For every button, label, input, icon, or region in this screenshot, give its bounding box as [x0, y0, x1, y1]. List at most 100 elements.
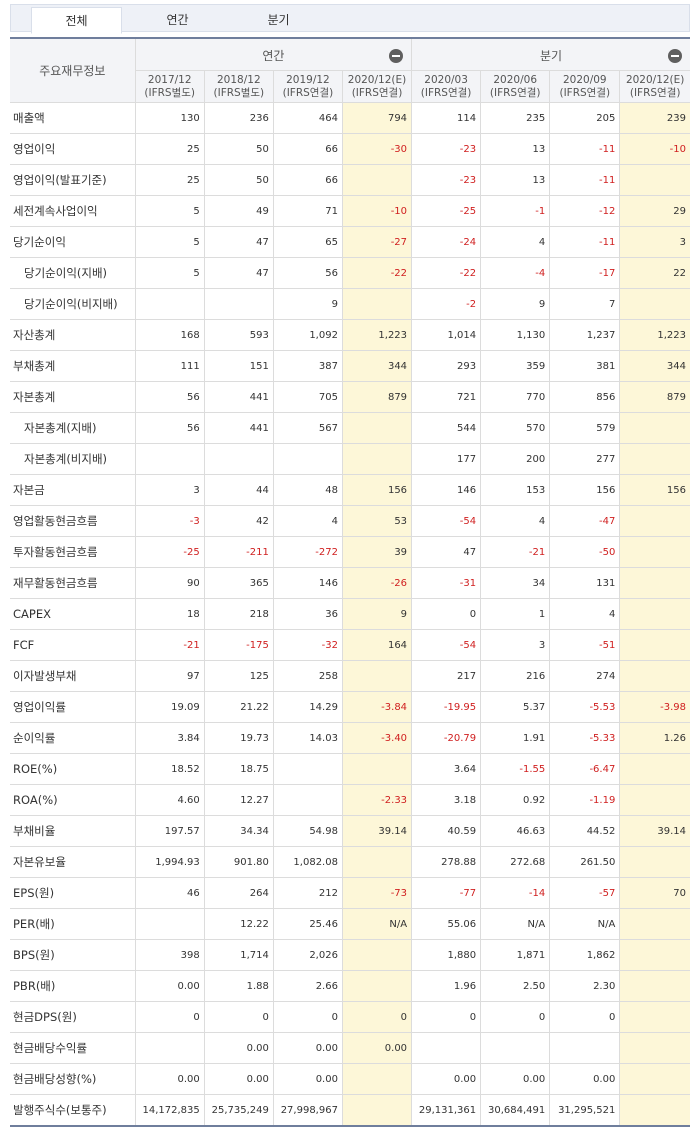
- period-basis: (IFRS연결): [489, 86, 541, 99]
- table-row: 투자활동현금흐름 -25 -211 -272 39 47 -21 -50: [10, 536, 690, 568]
- table-cell: -3.40: [341, 722, 413, 754]
- table-cell: 1,880: [411, 939, 482, 971]
- table-cell: 4: [549, 598, 621, 630]
- table-cell: 114: [411, 102, 482, 134]
- table-cell: 97: [134, 660, 205, 692]
- table-cell: -32: [272, 629, 343, 661]
- table-row: PBR(배) 0.00 1.88 2.66 1.96 2.50 2.30: [10, 970, 690, 1002]
- table-cell: 212: [272, 877, 343, 909]
- table-cell: 39.14: [341, 815, 413, 847]
- row-label: 현금배당수익률: [10, 1032, 136, 1064]
- table-cell: 55.06: [411, 908, 482, 940]
- table-cell: 1,223: [341, 319, 413, 351]
- period-header: 2020/12(E) (IFRS연결): [619, 70, 690, 103]
- row-label: 투자활동현금흐름: [10, 536, 136, 568]
- table-cell: 0.00: [272, 1032, 343, 1064]
- table-cell: -2: [411, 288, 482, 320]
- period-basis: (IFRS연결): [629, 86, 681, 99]
- table-cell: 4: [480, 505, 551, 537]
- tab-all[interactable]: 전체: [31, 7, 122, 34]
- table-cell: 56: [272, 257, 343, 289]
- period-header: 2020/03 (IFRS연결): [411, 70, 482, 103]
- table-cell: 0: [341, 1001, 413, 1033]
- table-cell: 0: [272, 1001, 343, 1033]
- table-row: 매출액 130 236 464 794 114 235 205 239: [10, 102, 690, 134]
- table-cell: 0.00: [411, 1063, 482, 1095]
- table-cell: 14.29: [272, 691, 343, 723]
- row-label: 당기순이익(지배): [10, 257, 136, 289]
- tab-annual[interactable]: 연간: [166, 13, 189, 27]
- table-row: 재무활동현금흐름 90 365 146 -26 -31 34 131: [10, 567, 690, 599]
- table-cell: 3.64: [411, 753, 482, 785]
- table-cell: N/A: [549, 908, 621, 940]
- table-cell: 56: [134, 381, 205, 413]
- table-cell: 272.68: [480, 846, 551, 878]
- table-cell: 151: [203, 350, 274, 382]
- table-cell: -14: [480, 877, 551, 909]
- period-date: 2020/06: [493, 73, 537, 86]
- table-cell: 164: [341, 629, 413, 661]
- period-basis: (IFRS별도): [213, 86, 265, 99]
- tab-quarterly[interactable]: 분기: [267, 13, 290, 27]
- table-cell: 9: [272, 288, 343, 320]
- table-cell: 46: [134, 877, 205, 909]
- table-cell: 14,172,835: [134, 1094, 205, 1127]
- table-cell: 0.00: [134, 970, 205, 1002]
- table-cell: [134, 288, 205, 320]
- table-cell: -11: [549, 133, 621, 165]
- table-cell: [619, 1063, 690, 1095]
- table-cell: 0.00: [341, 1032, 413, 1064]
- table-cell: 0: [134, 1001, 205, 1033]
- table-cell: 0: [203, 1001, 274, 1033]
- table-cell: 50: [203, 164, 274, 196]
- collapse-annual-icon[interactable]: [389, 49, 404, 63]
- row-label: 자본유보율: [10, 846, 136, 878]
- table-cell: [341, 412, 413, 444]
- table-cell: 2.30: [549, 970, 621, 1002]
- table-cell: 5: [134, 226, 205, 258]
- table-cell: 71: [272, 195, 343, 227]
- table-cell: 235: [480, 102, 551, 134]
- table-cell: 168: [134, 319, 205, 351]
- table-cell: -1.19: [549, 784, 621, 816]
- table-cell: 205: [549, 102, 621, 134]
- table-cell: 30,684,491: [480, 1094, 551, 1127]
- row-label: 자산총계: [10, 319, 136, 351]
- table-cell: 156: [341, 474, 413, 506]
- collapse-quarterly-icon[interactable]: [668, 49, 682, 63]
- table-cell: -19.95: [411, 691, 482, 723]
- table-cell: 293: [411, 350, 482, 382]
- table-row: FCF -21 -175 -32 164 -54 3 -51: [10, 629, 690, 661]
- table-cell: [341, 660, 413, 692]
- corner-label: 주요재무정보: [10, 37, 136, 103]
- row-label: PER(배): [10, 908, 136, 940]
- table-cell: 66: [272, 133, 343, 165]
- table-cell: -50: [549, 536, 621, 568]
- table-row: 현금배당성향(%) 0.00 0.00 0.00 0.00 0.00 0.00: [10, 1063, 690, 1095]
- table-cell: -5.53: [549, 691, 621, 723]
- table-cell: 441: [203, 412, 274, 444]
- row-label: 자본총계: [10, 381, 136, 413]
- table-cell: 277: [549, 443, 621, 475]
- table-cell: -23: [411, 164, 482, 196]
- table-cell: [619, 908, 690, 940]
- table-cell: 14.03: [272, 722, 343, 754]
- table-cell: 344: [341, 350, 413, 382]
- table-cell: -4: [480, 257, 551, 289]
- table-cell: [341, 939, 413, 971]
- table-cell: 0: [549, 1001, 621, 1033]
- table-cell: [341, 164, 413, 196]
- row-label: 매출액: [10, 102, 136, 134]
- row-label: PBR(배): [10, 970, 136, 1002]
- table-cell: 567: [272, 412, 343, 444]
- table-cell: 1,871: [480, 939, 551, 971]
- table-cell: -26: [341, 567, 413, 599]
- table-row: 순이익률 3.84 19.73 14.03 -3.40 -20.79 1.91 -5.33 1.…: [10, 722, 690, 754]
- table-row: 자산총계 168 593 1,092 1,223 1,014 1,130 1,237 1,223: [10, 319, 690, 351]
- table-cell: 46.63: [480, 815, 551, 847]
- table-cell: [203, 443, 274, 475]
- table-cell: 19.09: [134, 691, 205, 723]
- table-cell: 239: [619, 102, 690, 134]
- table-cell: -272: [272, 536, 343, 568]
- row-label: 발행주식수(보통주): [10, 1094, 136, 1127]
